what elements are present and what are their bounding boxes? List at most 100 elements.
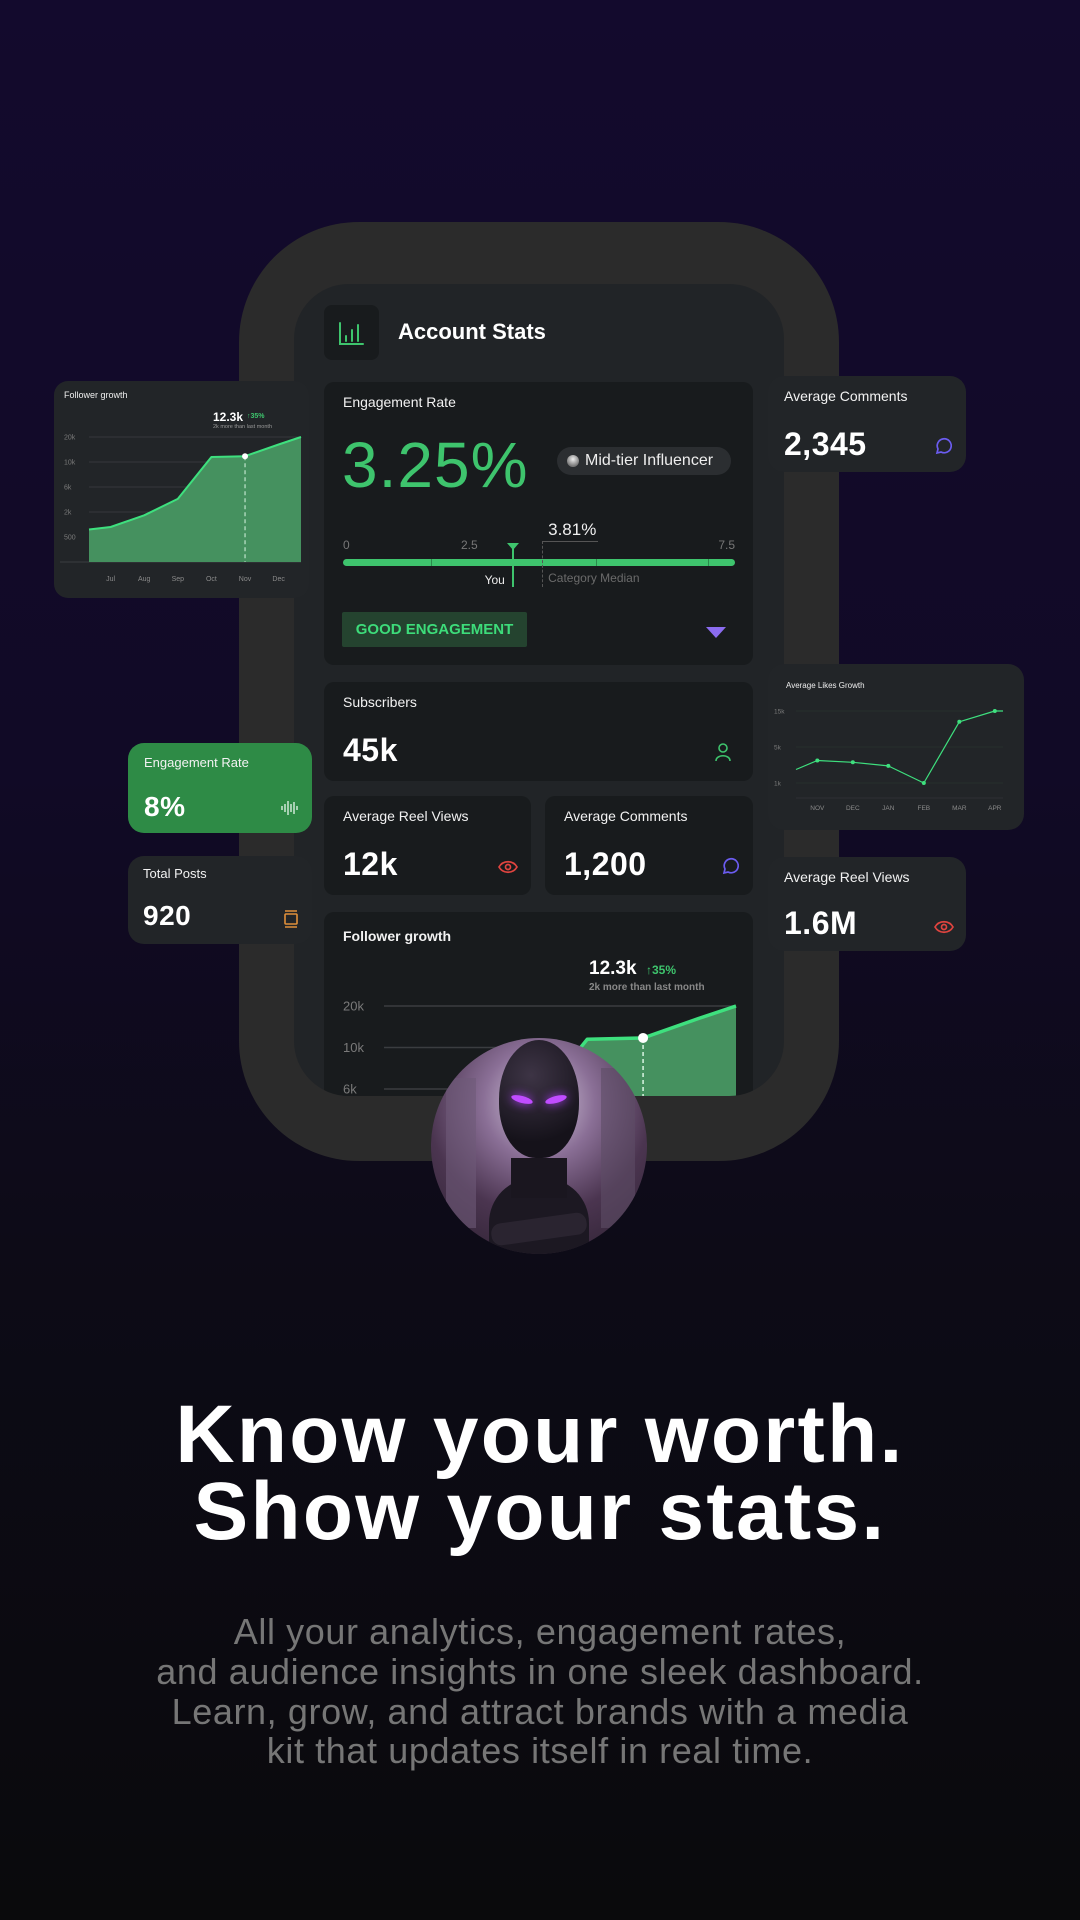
- x-tick-label: Nov: [239, 576, 252, 583]
- data-point: [815, 758, 820, 763]
- floating-follower-growth-chart: 500 2k 6k 10k 20k Jul Aug Sep Oct Nov Dec: [60, 434, 302, 583]
- series-line: [795, 710, 1003, 784]
- subscribers-value: 45k: [343, 732, 398, 768]
- dropdown-triangle-icon[interactable]: [705, 626, 727, 640]
- person-icon: [715, 743, 731, 762]
- bar-chart-icon: [339, 322, 364, 345]
- floating-follower-growth-subtitle: 2k more than last month: [213, 424, 273, 430]
- likes-growth-chart: 1k 5k 15k NOV DEC JAN FEB MAR APR: [774, 708, 1003, 812]
- y-tick-label: 500: [64, 534, 76, 541]
- engagement-badge: GOOD ENGAGEMENT: [342, 612, 527, 647]
- x-tick-label: Sep: [172, 576, 185, 583]
- waveform-icon: [281, 801, 298, 815]
- scale-label-0: 0: [343, 538, 350, 552]
- y-tick-label: 2k: [64, 509, 72, 516]
- highlight-point: [242, 453, 249, 460]
- engagement-bar: [343, 559, 735, 566]
- x-tick-label: NOV: [810, 805, 825, 812]
- bar-divider: [431, 559, 432, 566]
- y-tick-label: 10k: [64, 459, 76, 466]
- likes-growth-card: Average Likes Growth 1k 5k 15k NOV DEC JAN FEB…: [768, 664, 1024, 830]
- y-tick-label: 6k: [64, 484, 72, 491]
- avatar: [431, 1038, 647, 1254]
- floating-comments-title: Average Comments: [784, 388, 908, 404]
- area-fill: [89, 437, 301, 562]
- subscribers-title: Subscribers: [343, 694, 417, 710]
- floating-engagement-title: Engagement Rate: [144, 755, 249, 770]
- floating-reel-views-value: 1.6M: [784, 905, 858, 941]
- data-point: [921, 781, 926, 785]
- x-tick-label: FEB: [917, 805, 930, 812]
- eye-icon: [498, 860, 518, 874]
- y-tick-label: 1k: [774, 780, 782, 787]
- x-tick-label: Aug: [138, 576, 151, 583]
- floating-comments-value: 2,345: [784, 426, 867, 462]
- floating-engagement-value: 8%: [144, 791, 186, 822]
- hero-paragraph-line: kit that updates itself in real time.: [266, 1730, 814, 1771]
- floating-follower-growth-headline: 12.3k: [213, 410, 244, 424]
- y-tick-label: 15k: [774, 708, 785, 715]
- comments-value: 1,200: [564, 846, 647, 882]
- series-line: [88, 436, 302, 531]
- floating-reel-views-title: Average Reel Views: [784, 869, 910, 885]
- floating-follower-growth-card: Follower growth 12.3k ↑35% 2k more than …: [54, 381, 309, 598]
- hero-paragraph-line: Learn, grow, and attract brands with a m…: [171, 1691, 909, 1732]
- bar-divider: [596, 559, 597, 566]
- x-tick-label: Dec: [272, 576, 285, 583]
- x-tick-label: APR: [988, 805, 1002, 812]
- comments-card: Average Comments 1,200: [545, 796, 753, 895]
- y-tick-label: 10k: [343, 1040, 364, 1055]
- follower-growth-headline: 12.3k: [589, 958, 637, 979]
- hero-paragraph-line: All your analytics, engagement rates,: [233, 1611, 847, 1652]
- comments-title: Average Comments: [564, 808, 688, 824]
- y-tick-label: 20k: [343, 999, 364, 1014]
- app-icon: [324, 305, 379, 360]
- bar-divider: [708, 559, 709, 566]
- x-tick-label: DEC: [846, 805, 860, 812]
- eye-icon: [934, 920, 954, 934]
- engagement-value: 3.25%: [342, 429, 529, 501]
- globe-icon: [567, 455, 579, 467]
- total-posts-title: Total Posts: [143, 866, 207, 881]
- highlight-point: [638, 1032, 649, 1043]
- total-posts-card: Total Posts 920: [128, 856, 312, 944]
- reel-views-card: Average Reel Views 12k: [324, 796, 531, 895]
- floating-follower-growth-title: Follower growth: [64, 390, 128, 400]
- subscribers-card: Subscribers 45k: [324, 682, 753, 781]
- phone-screen: Account Stats Engagement Rate 3.25% Mid-…: [294, 284, 784, 1096]
- y-tick-label: 5k: [774, 744, 782, 751]
- follower-growth-subtitle: 2k more than last month: [589, 982, 705, 993]
- floating-reel-views-card: Average Reel Views 1.6M: [768, 857, 966, 951]
- x-tick-label: JAN: [882, 805, 895, 812]
- page-title: Account Stats: [398, 319, 546, 344]
- data-point: [886, 763, 891, 768]
- reel-views-value: 12k: [343, 846, 398, 882]
- stack-icon: [284, 910, 298, 928]
- data-point: [957, 719, 962, 724]
- likes-growth-title: Average Likes Growth: [786, 681, 865, 690]
- engagement-title: Engagement Rate: [343, 394, 456, 410]
- chat-bubble-icon: [935, 438, 952, 455]
- floating-engagement-card: Engagement Rate 8%: [128, 743, 312, 833]
- follower-growth-change: ↑35%: [646, 963, 677, 977]
- engagement-card: Engagement Rate 3.25% Mid-tier Influence…: [324, 382, 753, 665]
- chat-bubble-icon: [722, 858, 739, 875]
- follower-growth-title: Follower growth: [343, 928, 452, 944]
- hero-paragraph-line: and audience insights in one sleek dashb…: [156, 1651, 924, 1692]
- tier-label: Mid-tier Influencer: [585, 452, 714, 469]
- y-tick-label: 20k: [64, 434, 76, 441]
- data-point: [850, 760, 855, 765]
- median-value: 3.81%: [548, 520, 597, 539]
- floating-follower-growth-change: ↑35%: [247, 413, 265, 420]
- scale-label-2-5: 2.5: [461, 538, 478, 552]
- you-label: You: [484, 573, 505, 587]
- floating-comments-card: Average Comments 2,345: [768, 376, 966, 472]
- median-label: Category Median: [548, 571, 640, 585]
- tier-pill[interactable]: Mid-tier Influencer: [557, 447, 731, 475]
- hero-headline-line1: Know your worth.: [175, 1389, 905, 1480]
- hero-headline-line2: Show your stats.: [193, 1466, 887, 1557]
- y-tick-label: 6k: [343, 1082, 357, 1096]
- data-point: [992, 709, 997, 713]
- total-posts-value: 920: [143, 900, 192, 931]
- scale-label-7-5: 7.5: [718, 538, 735, 552]
